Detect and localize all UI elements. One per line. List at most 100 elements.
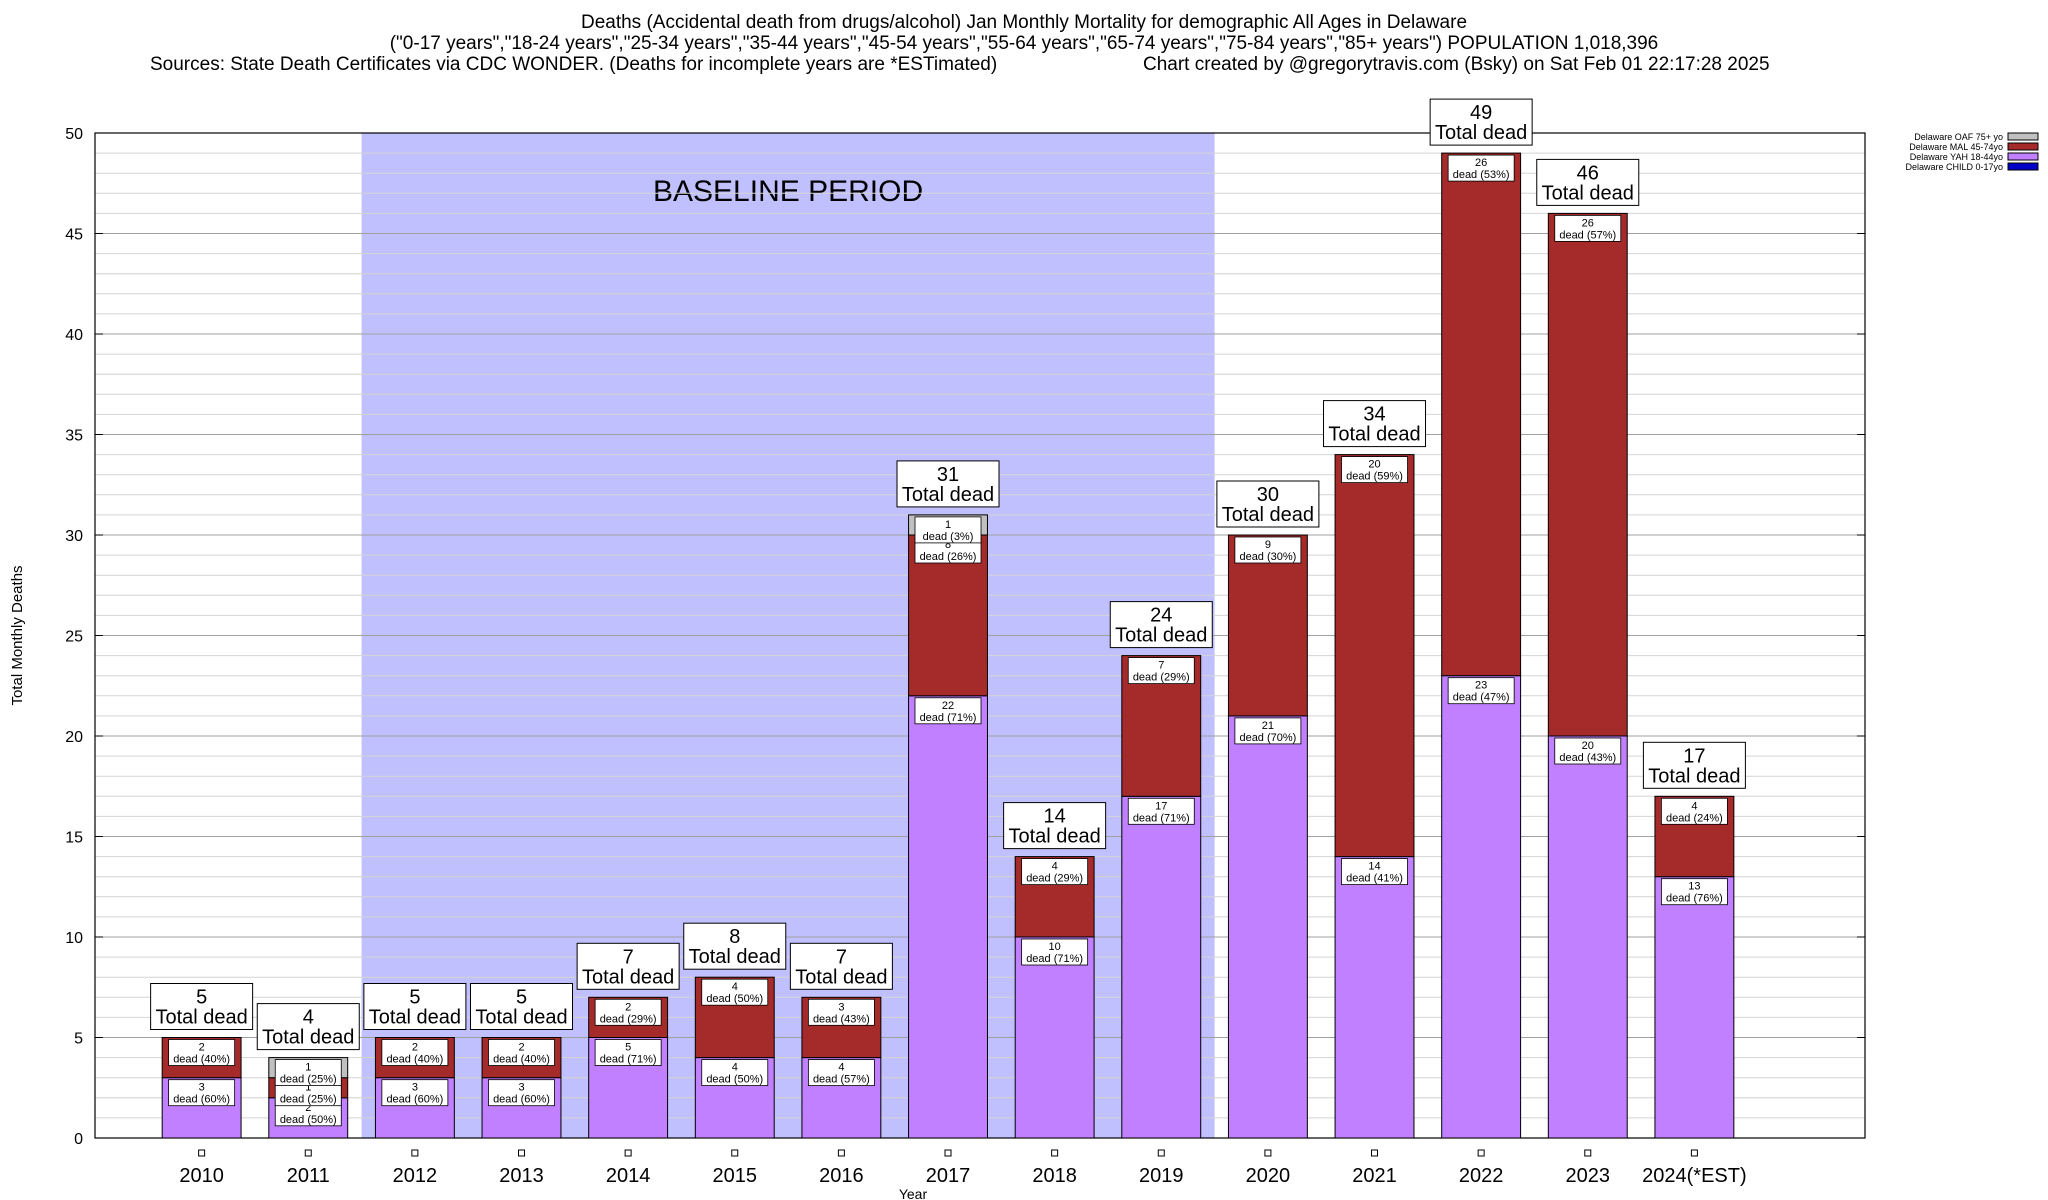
total-label-box xyxy=(789,942,893,990)
bar-segment-yah-2020 xyxy=(1227,715,1308,1139)
segment-label-box xyxy=(1447,677,1515,705)
y-tick-label: 40 xyxy=(65,327,83,344)
baseline-label: BASELINE PERIOD xyxy=(653,175,923,208)
total-label-box xyxy=(363,983,467,1030)
segment-count-label: 2 xyxy=(625,1001,631,1013)
segment-percent-label: dead (71%) xyxy=(1133,812,1190,824)
segment-label-box xyxy=(1660,797,1728,825)
total-value-label: 8 xyxy=(729,926,740,948)
x-marker xyxy=(1157,1149,1165,1157)
segment-label-box xyxy=(1021,938,1089,966)
segment-count-label: 20 xyxy=(1582,740,1594,752)
segment-label-box xyxy=(594,1039,662,1066)
chart-title: Deaths (Accidental death from drugs/alco… xyxy=(580,12,1468,33)
x-tick-label: 2017 xyxy=(926,1165,971,1187)
legend-swatch xyxy=(2007,152,2039,161)
total-value-label: 34 xyxy=(1363,404,1385,426)
bar-segment-yah-2017 xyxy=(908,695,988,1139)
segment-count-label: 2 xyxy=(412,1042,418,1054)
segment-label-box xyxy=(381,1079,449,1107)
segment-percent-label: dead (71%) xyxy=(600,1054,657,1066)
legend-swatch xyxy=(2007,162,2039,171)
bar-segment-mal-2022 xyxy=(1441,152,1522,677)
legend-label: Delaware MAL 45-74yo xyxy=(1909,142,2003,152)
segment-label-box xyxy=(701,978,769,1006)
total-label-box xyxy=(1323,400,1427,448)
segment-label-box xyxy=(1021,858,1089,885)
total-value-label: 49 xyxy=(1470,102,1492,124)
chart-sources: Sources: State Death Certificates via CD… xyxy=(150,54,998,75)
segment-count-label: 3 xyxy=(838,1001,844,1013)
total-label-box xyxy=(1109,601,1213,649)
total-label-box xyxy=(1642,741,1746,789)
bar-segment-yah-2021 xyxy=(1334,856,1415,1139)
segment-label-box xyxy=(1554,214,1622,242)
y-tick-label: 25 xyxy=(65,629,83,646)
segment-count-label: 3 xyxy=(518,1082,524,1094)
segment-percent-label: dead (53%) xyxy=(1453,169,1510,181)
bar-segment-mal-2021 xyxy=(1334,454,1415,858)
total-label-box xyxy=(1429,98,1533,146)
y-tick-label: 10 xyxy=(65,930,83,947)
x-marker xyxy=(411,1149,419,1157)
segment-count-label: 26 xyxy=(1582,217,1594,229)
total-dead-label: Total dead xyxy=(155,1007,247,1029)
x-marker xyxy=(1051,1149,1059,1157)
total-label-box xyxy=(1003,802,1107,850)
segment-percent-label: dead (40%) xyxy=(386,1054,443,1066)
total-dead-label: Total dead xyxy=(1115,625,1207,647)
total-value-label: 46 xyxy=(1577,162,1599,184)
total-value-label: 24 xyxy=(1150,605,1172,627)
segment-count-label: 26 xyxy=(1475,157,1487,169)
x-tick-label: 2011 xyxy=(287,1165,330,1187)
segment-count-label: 4 xyxy=(1052,861,1058,873)
chart-subtitle-age-groups: ("0-17 years","18-24 years","25-34 years… xyxy=(389,33,1659,54)
total-value-label: 30 xyxy=(1257,484,1279,506)
legend-swatch xyxy=(2007,132,2039,141)
segment-count-label: 1 xyxy=(945,519,951,531)
segment-percent-label: dead (29%) xyxy=(1026,873,1083,885)
segment-count-label: 14 xyxy=(1368,861,1380,873)
y-tick-label: 20 xyxy=(65,729,83,746)
segment-percent-label: dead (50%) xyxy=(280,1114,337,1126)
total-dead-label: Total dead xyxy=(1328,424,1420,446)
segment-count-label: 13 xyxy=(1688,881,1700,893)
segment-percent-label: dead (57%) xyxy=(1559,229,1616,241)
x-marker xyxy=(837,1149,845,1157)
total-value-label: 31 xyxy=(937,464,959,486)
bar-segment-mal-2023 xyxy=(1547,212,1628,737)
x-tick-label: 2016 xyxy=(819,1165,864,1187)
segment-label-box xyxy=(807,1059,875,1086)
segment-percent-label: dead (71%) xyxy=(920,712,977,724)
segment-label-box xyxy=(914,697,982,725)
total-dead-label: Total dead xyxy=(369,1007,461,1029)
segment-count-label: 10 xyxy=(1049,941,1061,953)
x-marker xyxy=(944,1149,952,1157)
segment-percent-label: dead (25%) xyxy=(280,1074,337,1086)
bar-segment-yah-2018 xyxy=(1014,936,1095,1139)
x-marker xyxy=(304,1149,312,1157)
y-tick-label: 0 xyxy=(74,1131,83,1148)
total-label-box xyxy=(470,983,574,1030)
segment-count-label: 23 xyxy=(1475,680,1487,692)
segment-count-label: 21 xyxy=(1262,720,1274,732)
total-value-label: 4 xyxy=(303,1007,314,1029)
segment-count-label: 4 xyxy=(732,981,738,993)
segment-percent-label: dead (30%) xyxy=(1239,551,1296,563)
total-dead-label: Total dead xyxy=(795,966,887,988)
segment-percent-label: dead (47%) xyxy=(1453,692,1510,704)
segment-count-label: 17 xyxy=(1155,800,1167,812)
segment-percent-label: dead (43%) xyxy=(813,1013,870,1025)
segment-percent-label: dead (43%) xyxy=(1559,752,1616,764)
segment-count-label: 1 xyxy=(305,1062,311,1074)
x-marker xyxy=(624,1149,632,1157)
y-tick-label: 50 xyxy=(65,126,83,143)
segment-percent-label: dead (40%) xyxy=(493,1054,550,1066)
segment-count-label: 9 xyxy=(1265,539,1271,551)
total-dead-label: Total dead xyxy=(1435,122,1527,144)
segment-label-box xyxy=(488,1079,555,1107)
segment-label-box xyxy=(1447,154,1515,182)
x-tick-label: 2015 xyxy=(713,1165,758,1187)
y-tick-label: 35 xyxy=(65,428,83,445)
